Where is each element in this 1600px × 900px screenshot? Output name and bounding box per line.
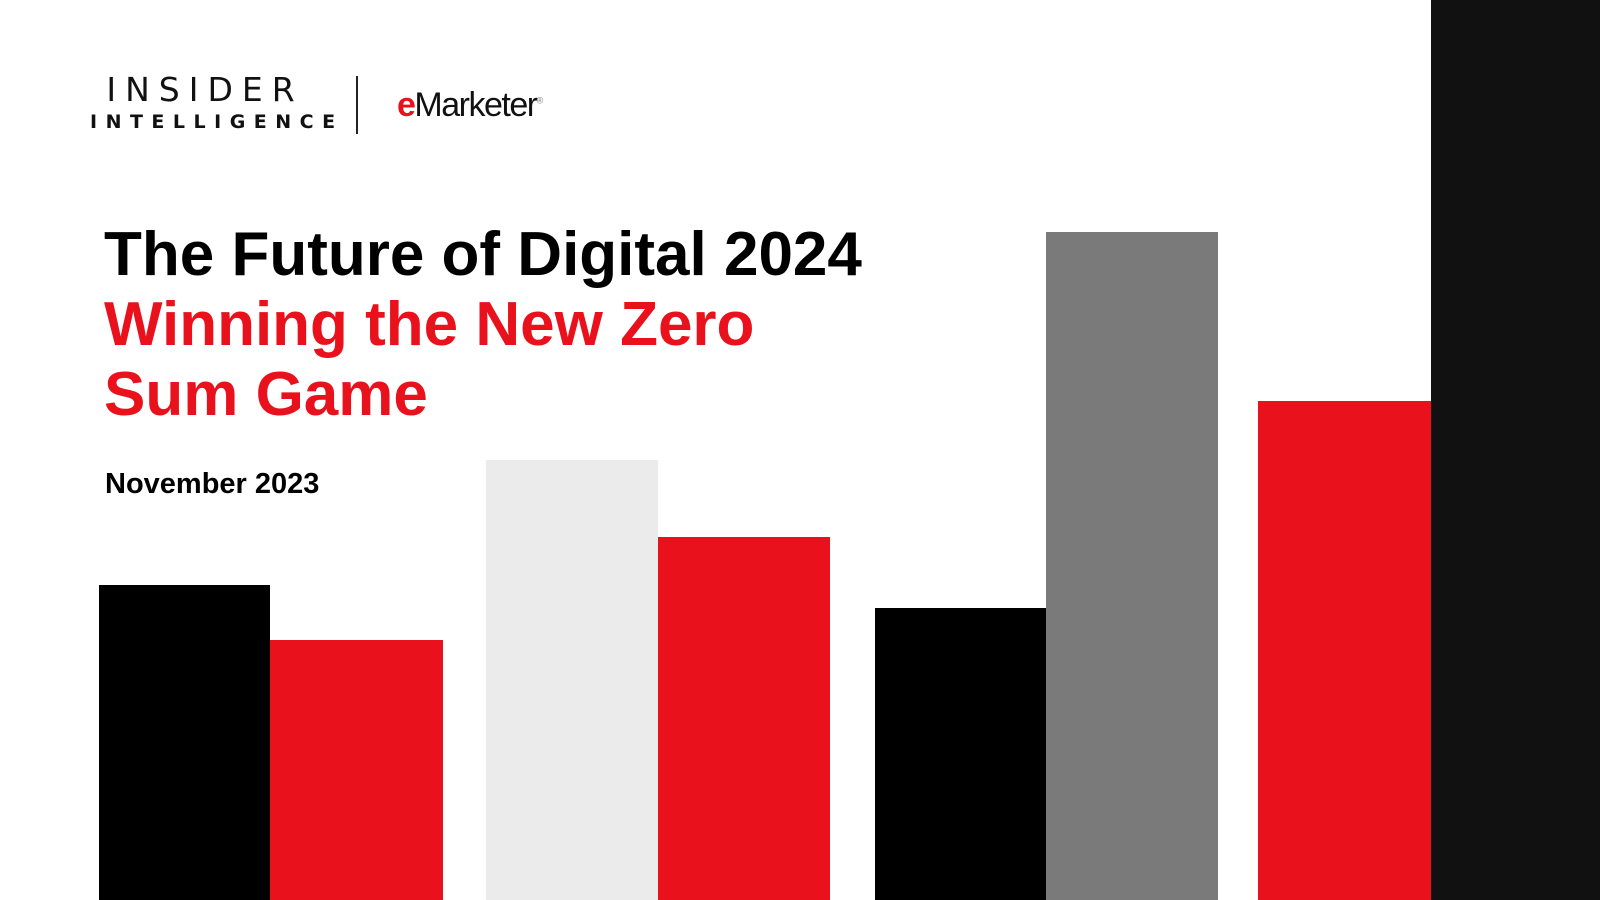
emarketer-e: e [397,86,416,124]
publication-date: November 2023 [105,468,320,500]
emarketer-text: Marketer [414,86,538,124]
page-title: The Future of Digital 2024 [104,220,862,289]
registered-mark: ® [536,95,544,106]
insider-intelligence-logo: INSIDER INTELLIGENCE [90,70,344,134]
decorative-bar-red-1 [270,640,443,900]
decorative-bar-black-1 [99,585,270,900]
page-subtitle: Winning the New Zero Sum Game [104,290,755,429]
logo-insider-text: INSIDER [106,70,304,109]
decorative-bar-black-2 [875,608,1046,900]
logo-divider [356,76,358,134]
decorative-bar-red-3 [1258,401,1431,900]
logo-intelligence-text: INTELLIGENCE [90,111,344,133]
decorative-bar-lightgray [486,460,658,900]
emarketer-logo: eMarketer® [397,86,544,125]
decorative-bar-gray [1046,232,1218,900]
dark-side-panel [1431,0,1600,900]
decorative-bar-red-2 [658,537,830,900]
